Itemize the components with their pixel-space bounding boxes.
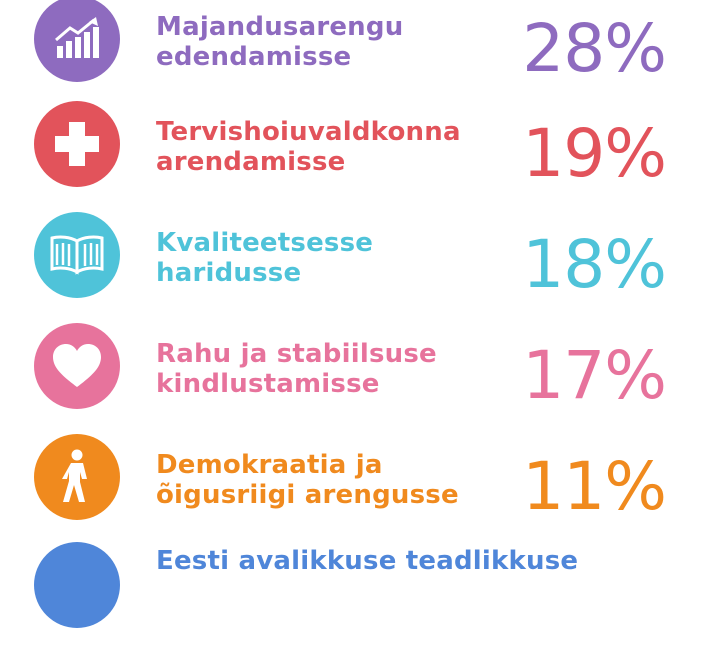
item-label: Tervishoiuvaldkonna arendamisse	[156, 117, 461, 177]
list-item: Rahu ja stabiilsuse kindlustamisse 17%	[0, 323, 706, 433]
list-item: Kvaliteetsesse haridusse 18%	[0, 212, 706, 322]
percentage-value: 28%	[522, 10, 667, 87]
item-label: Kvaliteetsesse haridusse	[156, 228, 374, 288]
item-label: Rahu ja stabiilsuse kindlustamisse	[156, 339, 437, 399]
item-label: Majandusarengu edendamisse	[156, 12, 404, 72]
percentage-value: 17%	[522, 337, 667, 414]
percentage-value: 18%	[522, 226, 667, 303]
list-item: Demokraatia ja õigusriigi arengusse 11%	[0, 434, 706, 544]
percentage-value: 11%	[522, 448, 667, 525]
item-label: Eesti avalikkuse teadlikkuse	[156, 546, 579, 576]
book-icon	[34, 212, 120, 298]
heart-icon	[34, 323, 120, 409]
walking-person-icon	[34, 434, 120, 520]
list-item: Eesti avalikkuse teadlikkuse	[0, 542, 706, 652]
medical-cross-icon	[34, 101, 120, 187]
percentage-value: 19%	[522, 115, 667, 192]
growth-chart-icon	[34, 0, 120, 82]
list-item: Majandusarengu edendamisse 28%	[0, 0, 706, 110]
partial-icon	[34, 542, 120, 628]
item-label: Demokraatia ja õigusriigi arengusse	[156, 450, 459, 510]
list-item: Tervishoiuvaldkonna arendamisse 19%	[0, 101, 706, 211]
